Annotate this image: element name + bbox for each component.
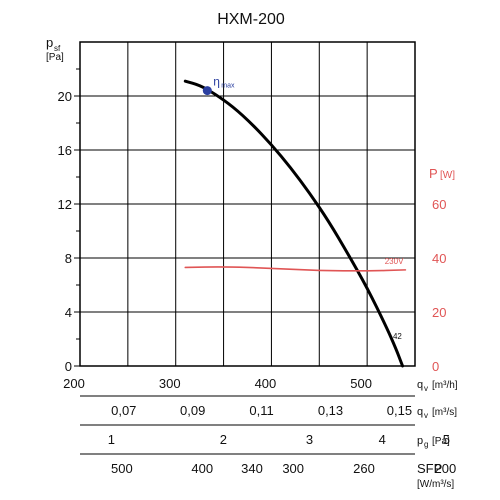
scale-sfp-tick-label: 400 (191, 461, 213, 476)
left-axis-tick-label: 12 (58, 197, 72, 212)
right-axis-tick-label: 0 (432, 359, 439, 374)
left-axis-label-main: p (46, 35, 53, 50)
plot-grid (76, 42, 416, 367)
scale-qv_s-tick-label: 0,11 (249, 403, 273, 418)
x-axis-label: q v [m³/h] (417, 379, 458, 393)
left-axis-ticks: 0 4 8 12 16 20 (58, 89, 80, 374)
scale-pg-tick-label: 1 (108, 432, 115, 447)
scale-sfp-tick-label: 340 (241, 461, 263, 476)
left-axis-tick-label: 20 (58, 89, 72, 104)
power-curve (184, 266, 407, 272)
x-axis-tick-label: 200 (63, 376, 85, 391)
scale-pg-label-sub: g (424, 440, 428, 449)
x-axis-unit: [m³/h] (432, 380, 458, 391)
scale-qv_s-unit: [m³/s] (432, 407, 457, 418)
x-axis-tick-label: 500 (350, 376, 372, 391)
x-axis-label-sub: v (424, 384, 428, 393)
scale-sfp-tick-label: 500 (111, 461, 133, 476)
scale-qv_s-label: q (417, 406, 423, 418)
left-axis-unit: [Pa] (46, 52, 64, 63)
x-axis-tick-label: 400 (255, 376, 277, 391)
chart-title: HXM-200 (217, 11, 285, 28)
eta-max-symbol: η (213, 75, 220, 89)
right-axis-tick-label: 60 (432, 197, 446, 212)
scale-sfp-tick-label: 200 (435, 461, 457, 476)
scale-sfp-label: SFP (417, 461, 442, 476)
eta-max-point (202, 86, 212, 96)
scale-sfp-tick-label: 260 (353, 461, 375, 476)
scale-pg-label: p (417, 435, 423, 447)
pressure-curve (183, 79, 405, 368)
right-axis-tick-label: 40 (432, 251, 446, 266)
right-axis-ticks: 0 20 40 60 (432, 197, 446, 374)
scale-sfp-tick-label: 300 (282, 461, 304, 476)
left-axis-tick-label: 0 (65, 359, 72, 374)
scale-pg-tick-label: 4 (379, 432, 386, 447)
right-axis-label-main: P (429, 166, 438, 181)
left-axis-label-sub: sf (54, 44, 61, 53)
x-axis-tick-label: 300 (159, 376, 181, 391)
series-layer: 230V η max 42 (183, 75, 407, 368)
left-axis-tick-label: 8 (65, 251, 72, 266)
scale-sfp-unit: [W/m³/s] (417, 479, 454, 490)
eta-max-sub: max (221, 83, 235, 90)
scale-qv_s-tick-label: 0,13 (318, 403, 343, 418)
scale-qv_s-tick-label: 0,15 (387, 403, 412, 418)
left-axis-tick-label: 16 (58, 143, 72, 158)
scale-qv_s-tick-label: 0,07 (111, 403, 136, 418)
scale-pg-tick-label: 5 (443, 432, 450, 447)
scale-qv_s-tick-label: 0,09 (180, 403, 205, 418)
power-curve-label: 230V (385, 257, 404, 266)
scale-pg-tick-label: 2 (220, 432, 227, 447)
right-axis-label: P [W] (429, 166, 455, 181)
scale-pg-tick-label: 3 (306, 432, 313, 447)
scale-qv_s-label-sub: v (424, 411, 428, 420)
x-axis-label-main: q (417, 379, 423, 391)
secondary-scales: 0,07 0,09 0,11 0,13 0,15 q v [m³/s] 1 2 3 4 5 p g [Pa] 5… (80, 395, 457, 490)
curve-id-label: 42 (393, 332, 402, 341)
right-axis-tick-label: 20 (432, 305, 446, 320)
left-axis-tick-label: 4 (65, 305, 72, 320)
x-axis-ticks: 200 300 400 500 (63, 376, 372, 391)
scale-pg-unit: [Pa] (432, 436, 450, 447)
left-axis-label: p sf [Pa] (46, 35, 64, 63)
right-axis-unit: [W] (440, 170, 455, 181)
